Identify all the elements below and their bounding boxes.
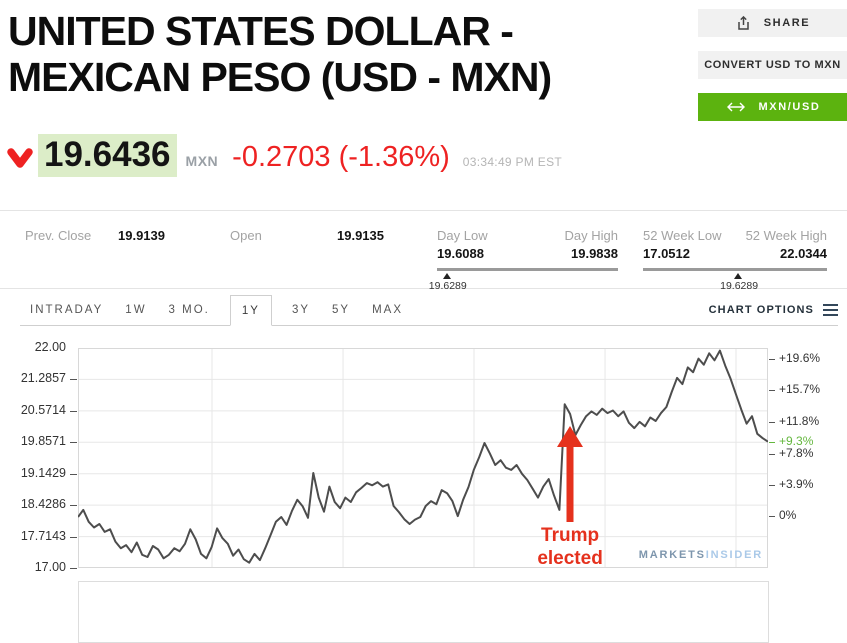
pct-axis-tick	[769, 421, 775, 423]
current-price: 19.6436	[38, 134, 177, 177]
price-currency: MXN	[185, 153, 219, 169]
y-axis-label: 22.00	[34, 340, 66, 354]
pct-axis-label: +19.6%	[779, 351, 821, 366]
day-low-value: 19.6088	[437, 246, 484, 261]
day-marker-value: 19.6289	[428, 280, 467, 292]
pct-axis-tick	[769, 390, 775, 392]
chart-options-label: CHART OPTIONS	[708, 303, 814, 316]
day-range-group: Day Low Day High 19.6088 19.9838 19.6289	[429, 223, 618, 292]
convert-button[interactable]: CONVERT USD TO MXN	[698, 51, 847, 79]
pct-axis-tick	[769, 516, 775, 518]
chart-options-button[interactable]: CHART OPTIONS	[709, 294, 838, 325]
tab-5y[interactable]: 5Y	[332, 303, 351, 316]
day-range-track	[437, 268, 618, 271]
share-icon	[737, 15, 749, 30]
tab-3y[interactable]: 3Y	[291, 303, 311, 316]
chart-period-tabbar: INTRADAY 1W 3 MO. 1Y 3Y 5Y MAX CHART OPT…	[20, 294, 838, 326]
pct-axis-tick	[769, 453, 775, 455]
share-button[interactable]: SHARE	[698, 9, 847, 37]
y-axis-label: 17.00	[34, 560, 66, 574]
pct-axis-tick	[769, 359, 775, 361]
y-axis-tick	[70, 568, 77, 569]
price-chart-plot-area[interactable]	[78, 348, 768, 568]
marker-triangle-icon	[734, 273, 743, 279]
y-axis-tick	[70, 505, 77, 507]
period-tab-list: INTRADAY 1W 3 MO. 1Y 3Y 5Y MAX	[28, 294, 405, 326]
price-line-series	[78, 349, 768, 564]
pair-toggle-button[interactable]: MXN/USD	[698, 93, 847, 121]
pct-axis-tick	[769, 441, 775, 443]
quote-timestamp: 03:34:49 PM EST	[462, 155, 562, 169]
52week-low-value: 17.0512	[643, 246, 690, 261]
y-axis-label: 18.4286	[20, 497, 66, 512]
stats-bar: Prev. Close 19.9139 Open 19.9135 Day Low…	[0, 210, 847, 292]
annotation-arrow-icon	[555, 426, 585, 527]
prev-close-label: Prev. Close	[25, 228, 92, 243]
day-high-label: Day High	[564, 228, 618, 243]
quote-row: 19.6436 MXN -0.2703 (-1.36%) 03:34:49 PM…	[7, 134, 562, 177]
price-down-arrow-icon	[7, 148, 33, 168]
52week-marker-value: 19.6289	[720, 280, 759, 292]
y-axis-tick	[70, 379, 77, 381]
price-change: -0.2703 (-1.36%)	[232, 141, 450, 173]
tab-1w[interactable]: 1W	[125, 303, 147, 316]
page-title-line1: UNITED STATES DOLLAR -	[8, 8, 514, 54]
y-axis-label: 17.7143	[20, 528, 66, 543]
tab-max[interactable]: MAX	[372, 303, 404, 316]
52week-range-track	[643, 268, 827, 271]
share-button-label: SHARE	[763, 17, 811, 29]
prev-close-value: 19.9139	[118, 228, 165, 243]
watermark-insider: INSIDER	[705, 549, 763, 561]
brand-watermark: MARKETSINSIDER	[639, 549, 763, 561]
tab-1y[interactable]: 1Y	[229, 295, 272, 326]
y-axis-tick	[70, 442, 77, 444]
52week-high-label: 52 Week High	[745, 228, 827, 243]
pct-axis-label: +15.7%	[779, 382, 821, 397]
chart-section: MARKETSINSIDER 22.00 21.2857 20.5714 19.857…	[0, 330, 847, 582]
y-axis-label: 19.1429	[20, 465, 66, 480]
menu-icon	[823, 303, 838, 316]
52week-range-group: 52 Week Low 52 Week High 17.0512 22.0344…	[643, 223, 827, 292]
open-value: 19.9135	[337, 228, 384, 243]
open-label: Open	[230, 228, 262, 243]
swap-arrows-icon	[726, 102, 745, 112]
pair-toggle-label: MXN/USD	[758, 101, 821, 113]
tab-intraday[interactable]: INTRADAY	[30, 303, 104, 316]
watermark-markets: MARKETS	[638, 549, 706, 561]
page-title-line2: MEXICAN PESO (USD - MXN)	[8, 54, 552, 100]
y-axis-tick	[70, 536, 77, 538]
y-axis-tick	[70, 473, 77, 475]
pct-axis-tick	[769, 484, 775, 486]
y-axis-label: 19.8571	[20, 434, 66, 449]
convert-button-label: CONVERT USD TO MXN	[704, 59, 841, 71]
52week-low-label: 52 Week Low	[643, 228, 722, 243]
current-change-label: +9.3%	[779, 433, 814, 448]
day-range-marker: 19.6289	[429, 273, 481, 292]
day-low-label: Day Low	[437, 228, 488, 243]
y-axis-label: 21.2857	[20, 371, 66, 386]
pct-axis-label: +11.8%	[779, 413, 820, 428]
pct-axis-label: 0%	[779, 508, 797, 523]
marker-triangle-icon	[442, 273, 451, 279]
tab-3mo[interactable]: 3 MO.	[168, 303, 210, 316]
52week-high-value: 22.0344	[780, 246, 827, 261]
lower-chart-panel	[78, 581, 769, 643]
pct-axis-label: +7.8%	[779, 445, 814, 460]
annotation-text: Trump elected	[537, 525, 603, 569]
y-axis-label: 20.5714	[20, 402, 66, 417]
y-axis-tick	[70, 410, 77, 412]
day-high-value: 19.9838	[571, 246, 618, 261]
pct-axis-label: +3.9%	[779, 476, 814, 491]
52week-range-marker: 19.6289	[720, 273, 772, 292]
